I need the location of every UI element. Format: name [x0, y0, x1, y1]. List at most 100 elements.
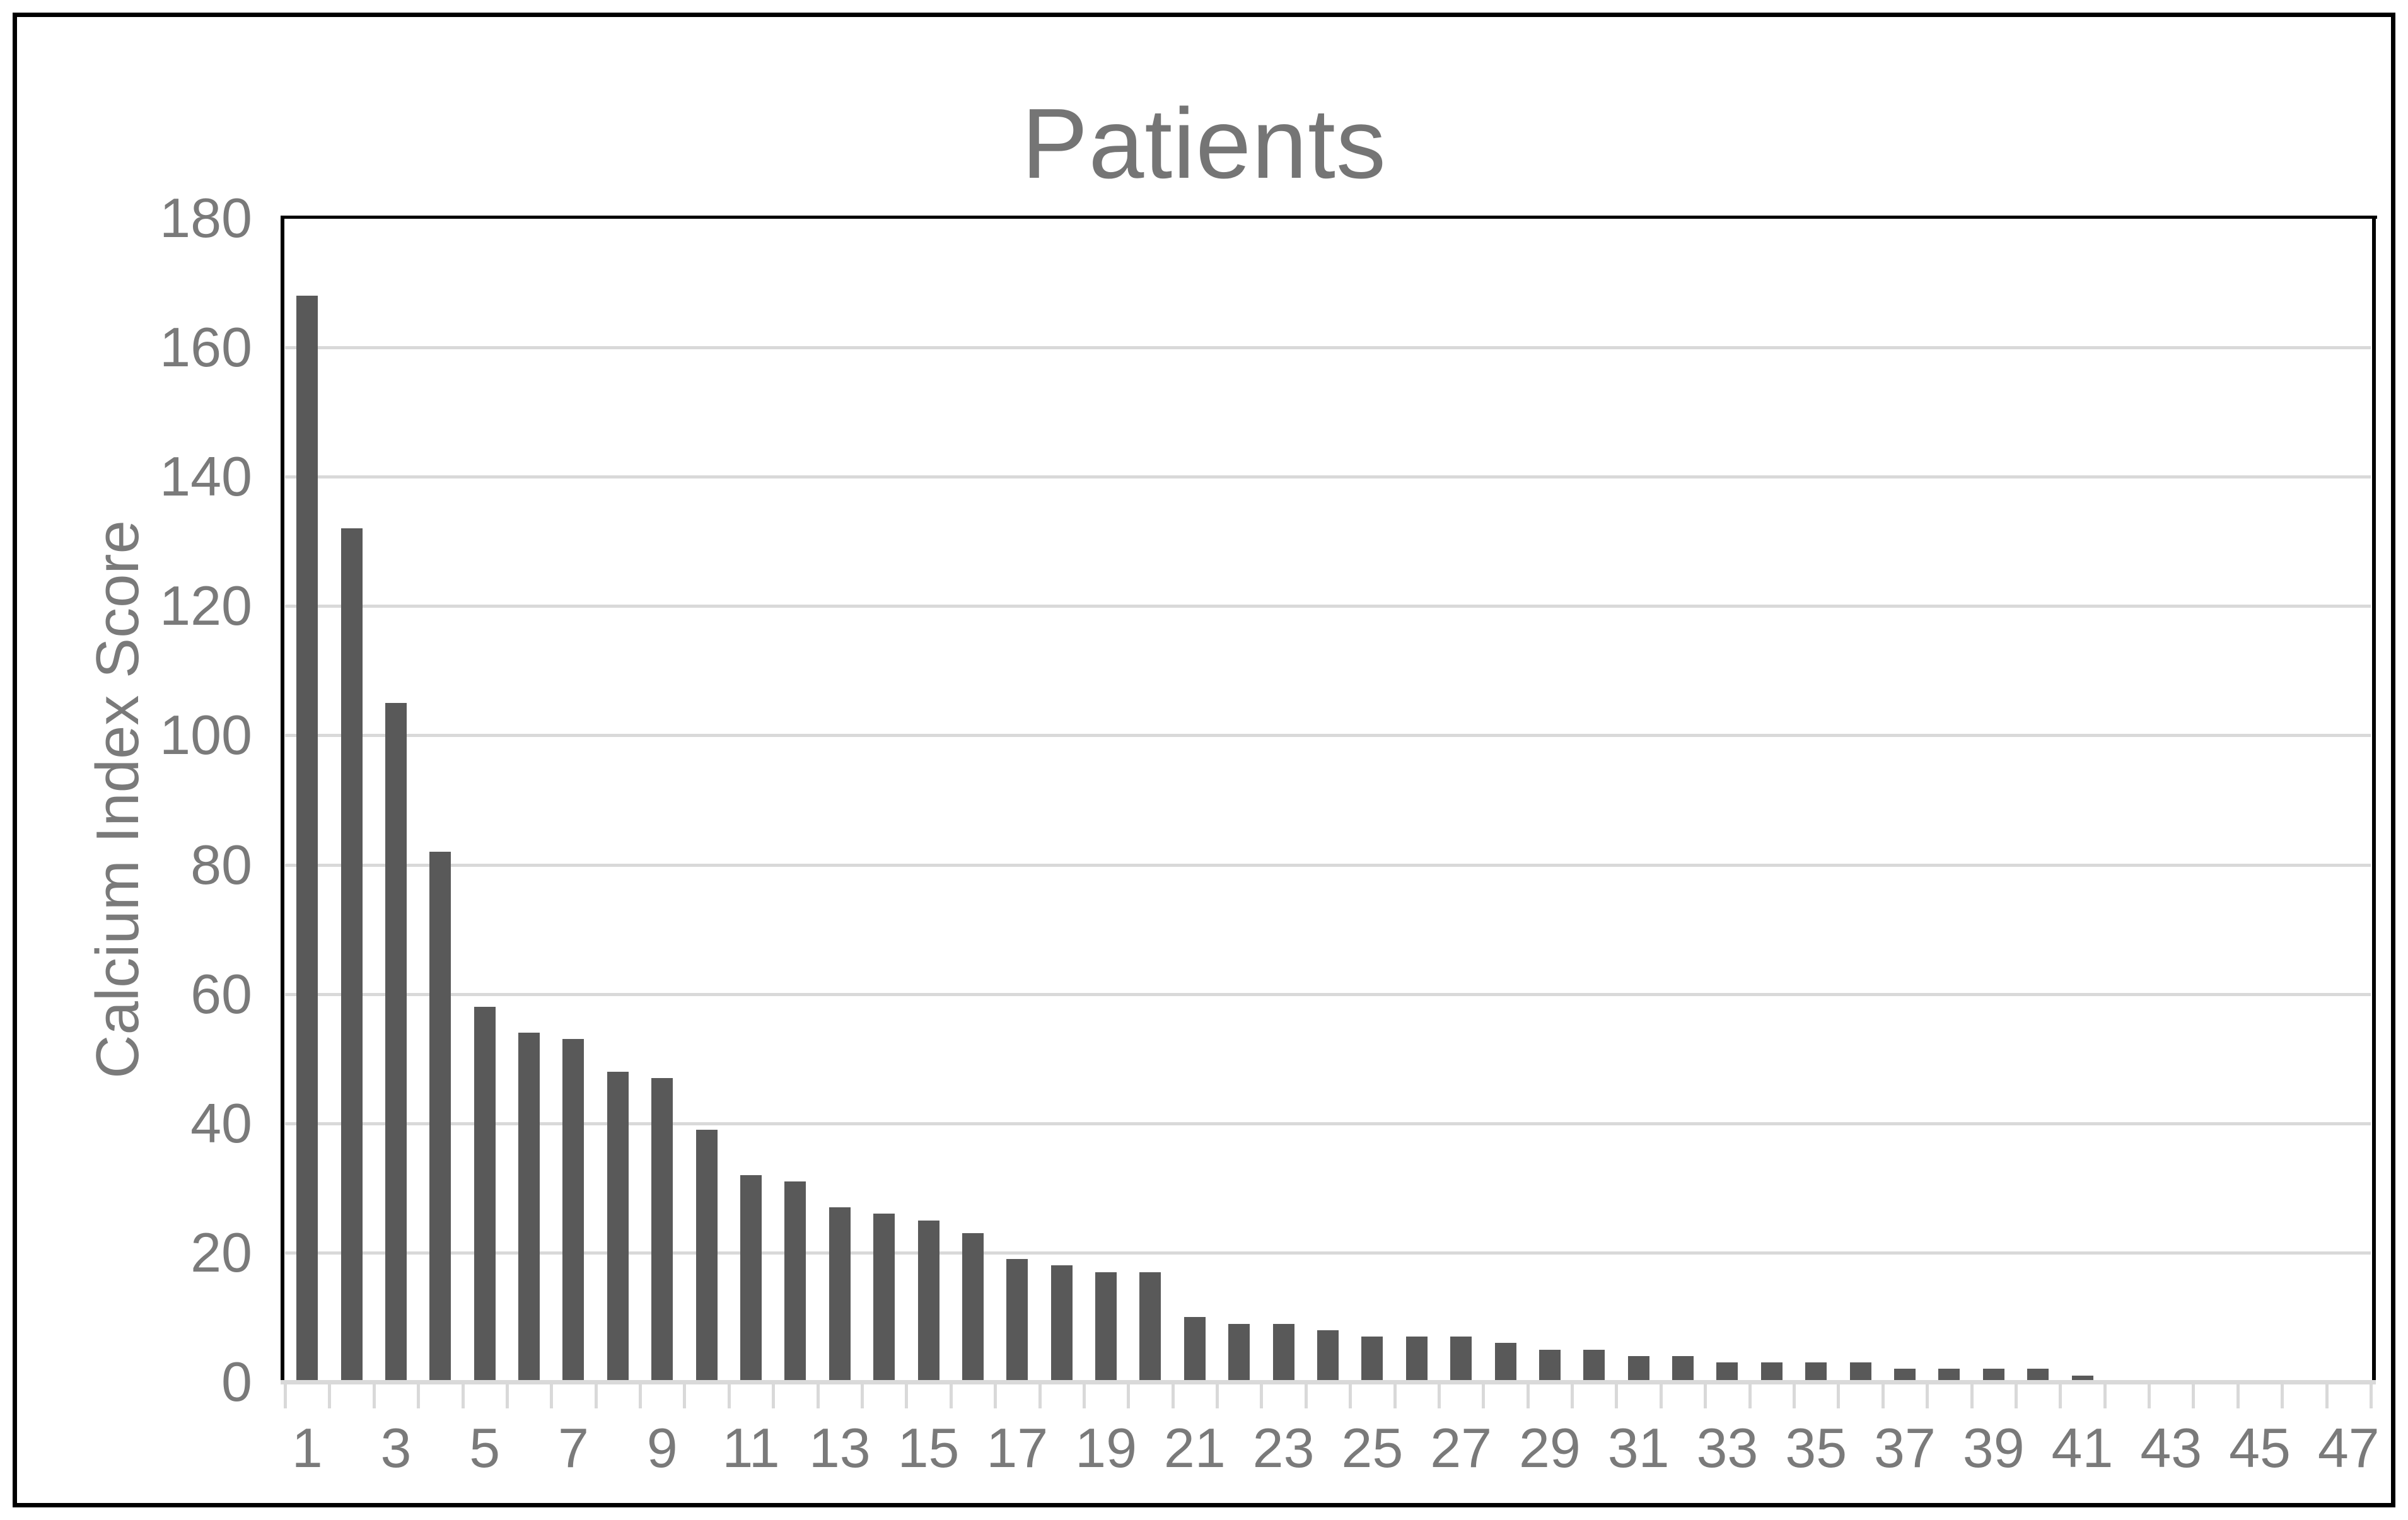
bar-32 — [1672, 1355, 1694, 1382]
x-axis-tick — [1615, 1384, 1619, 1408]
x-tick-label-27: 27 — [1430, 1417, 1492, 1479]
x-axis-tick — [683, 1384, 687, 1408]
y-tick-label-40: 40 — [190, 1091, 252, 1154]
x-axis-tick — [1793, 1384, 1796, 1408]
x-tick-label-11: 11 — [722, 1417, 780, 1479]
x-tick-label-39: 39 — [1962, 1417, 2025, 1479]
bar-9 — [651, 1077, 673, 1382]
x-axis-tick — [1748, 1384, 1752, 1408]
x-axis-tick — [1216, 1384, 1219, 1408]
bar-2 — [340, 528, 363, 1382]
x-axis-tick — [1526, 1384, 1530, 1408]
bar-16 — [962, 1233, 984, 1382]
x-axis-tick — [1127, 1384, 1131, 1408]
bar-19 — [1095, 1272, 1117, 1382]
x-axis-tick — [2148, 1384, 2151, 1408]
x-axis-tick — [461, 1384, 465, 1408]
bar-5 — [474, 1007, 496, 1382]
x-axis-tick — [284, 1384, 287, 1408]
x-tick-label-15: 15 — [897, 1417, 960, 1479]
x-axis-tick — [949, 1384, 953, 1408]
bar-36 — [1849, 1362, 1871, 1382]
x-tick-label-3: 3 — [380, 1417, 412, 1479]
y-axis-line — [281, 217, 284, 1382]
x-axis-tick — [860, 1384, 864, 1408]
gridline-20 — [285, 1251, 2371, 1255]
x-axis-tick — [772, 1384, 776, 1408]
bar-1 — [296, 296, 318, 1382]
bar-35 — [1805, 1362, 1827, 1382]
x-axis-tick — [1349, 1384, 1352, 1408]
x-axis-tick — [594, 1384, 598, 1408]
x-axis-tick — [2192, 1384, 2196, 1408]
x-axis-tick — [2103, 1384, 2107, 1408]
gridline-120 — [285, 605, 2371, 608]
bar-17 — [1006, 1259, 1028, 1382]
x-axis-tick — [2014, 1384, 2018, 1408]
x-axis-tick — [1704, 1384, 1707, 1408]
bar-21 — [1184, 1317, 1206, 1382]
x-tick-label-5: 5 — [469, 1417, 501, 1479]
gridline-140 — [285, 475, 2371, 479]
x-axis-tick — [2236, 1384, 2240, 1408]
x-axis-tick — [1082, 1384, 1086, 1408]
x-axis-tick — [639, 1384, 643, 1408]
x-axis-tick — [372, 1384, 376, 1408]
bar-10 — [695, 1130, 718, 1382]
x-tick-label-13: 13 — [808, 1417, 871, 1479]
x-axis-tick — [2059, 1384, 2062, 1408]
x-tick-label-31: 31 — [1607, 1417, 1670, 1479]
chart-title: Patients — [1021, 88, 1387, 199]
x-tick-label-47: 47 — [2317, 1417, 2380, 1479]
x-axis-tick — [2370, 1384, 2373, 1408]
y-tick-label-100: 100 — [160, 704, 252, 767]
x-axis-tick — [2325, 1384, 2329, 1408]
x-axis-tick — [905, 1384, 909, 1408]
bar-12 — [784, 1181, 806, 1382]
y-tick-label-160: 160 — [160, 316, 252, 379]
chart-outer-border — [13, 13, 2395, 1507]
bar-7 — [562, 1039, 585, 1382]
bar-6 — [518, 1033, 540, 1382]
bar-3 — [385, 703, 407, 1382]
x-axis-tick — [417, 1384, 421, 1408]
bar-40 — [2027, 1369, 2049, 1382]
gridline-60 — [285, 992, 2371, 996]
bar-23 — [1272, 1323, 1294, 1382]
y-axis-title: Calcium Index Score — [84, 520, 151, 1079]
bar-33 — [1716, 1362, 1738, 1382]
plot-right-border — [2372, 216, 2376, 1382]
gridline-100 — [285, 734, 2371, 738]
x-axis-tick — [1837, 1384, 1841, 1408]
bar-28 — [1494, 1343, 1516, 1382]
bar-13 — [829, 1207, 851, 1382]
bar-29 — [1538, 1349, 1561, 1382]
bar-26 — [1405, 1337, 1428, 1382]
x-axis-tick — [1659, 1384, 1663, 1408]
x-axis-tick — [550, 1384, 554, 1408]
bar-27 — [1450, 1337, 1472, 1382]
y-tick-label-140: 140 — [160, 445, 252, 508]
x-axis-tick — [1393, 1384, 1397, 1408]
bar-39 — [1982, 1369, 2004, 1382]
x-axis-tick — [1260, 1384, 1264, 1408]
x-tick-label-43: 43 — [2140, 1417, 2202, 1479]
x-axis-tick — [1304, 1384, 1308, 1408]
plot-top-border — [281, 216, 2377, 219]
x-axis-tick — [1881, 1384, 1885, 1408]
gridline-40 — [285, 1122, 2371, 1125]
x-tick-label-7: 7 — [558, 1417, 589, 1479]
bar-11 — [740, 1175, 762, 1382]
x-tick-label-21: 21 — [1163, 1417, 1226, 1479]
x-axis-tick — [1038, 1384, 1042, 1408]
bar-41 — [2071, 1375, 2093, 1382]
bar-18 — [1050, 1265, 1073, 1382]
bar-4 — [429, 852, 451, 1382]
bar-15 — [917, 1220, 939, 1382]
bar-20 — [1139, 1272, 1161, 1382]
x-tick-label-41: 41 — [2051, 1417, 2114, 1479]
x-axis-tick — [2281, 1384, 2284, 1408]
x-tick-label-37: 37 — [1874, 1417, 1936, 1479]
x-tick-label-1: 1 — [291, 1417, 323, 1479]
x-tick-label-33: 33 — [1696, 1417, 1759, 1479]
